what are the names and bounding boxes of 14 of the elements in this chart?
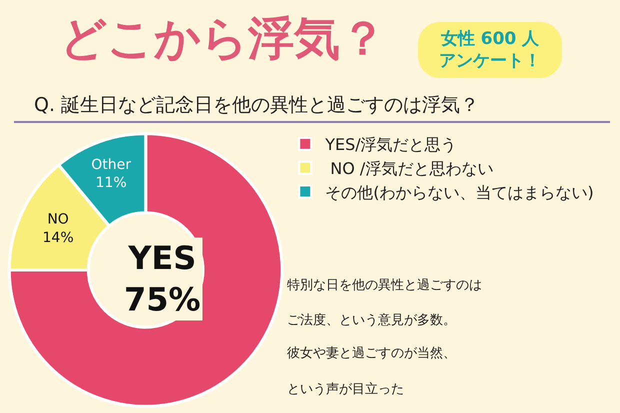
chart-subtitle: 女性 600 人アンケート！: [418, 22, 562, 78]
data-label: YES 75%: [124, 239, 201, 319]
legend-label: その他(わからない、当てはまらない): [325, 182, 594, 202]
chart-title: どこから浮気？: [60, 10, 386, 67]
legend-label: YES/浮気だと思う: [324, 135, 457, 154]
data-label: NO 14%: [42, 212, 74, 246]
text: 特別な日を他の異性と過ごすのは: [287, 278, 482, 293]
text: ご法度、という意見が多数。: [287, 312, 456, 328]
legend-label: NO /浮気だと思わない: [325, 158, 494, 178]
text: という声が目立った: [287, 381, 404, 397]
data-label: Other 11%: [91, 157, 132, 192]
donut-slice: [8, 132, 284, 408]
text: Q. 誕生日など記念日を他の異性と過ごすのは浮気？: [14, 92, 610, 123]
text: 彼女や妻と過ごすのが当然、: [287, 346, 456, 361]
